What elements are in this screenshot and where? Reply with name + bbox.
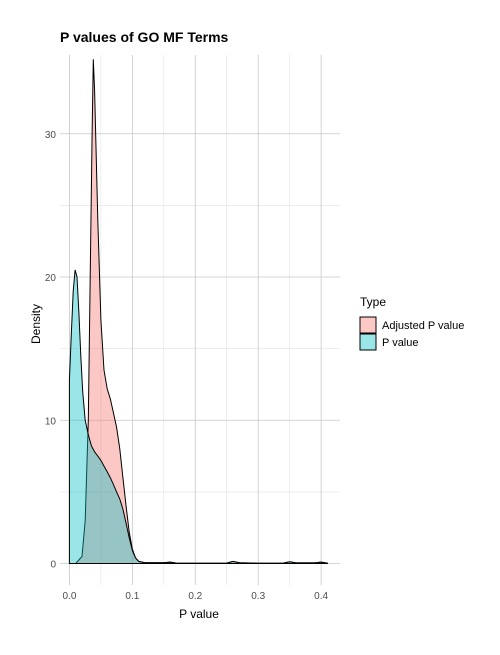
y-axis-ticks: 0 10 20 30 xyxy=(45,130,57,571)
y-tick-label: 30 xyxy=(45,130,57,141)
y-tick-label: 10 xyxy=(45,416,57,427)
chart-title: P values of GO MF Terms xyxy=(60,29,229,45)
legend: Type Adjusted P value P value xyxy=(359,295,464,351)
legend-items: Adjusted P value P value xyxy=(359,316,464,351)
y-axis-label: Density xyxy=(29,304,43,344)
x-tick-label: 0.0 xyxy=(62,591,76,602)
x-tick-label: 0.2 xyxy=(188,591,202,602)
y-tick-label: 0 xyxy=(50,560,56,571)
legend-key xyxy=(359,316,377,334)
x-tick-label: 0.3 xyxy=(251,591,265,602)
density-areas xyxy=(68,59,328,564)
legend-title: Type xyxy=(360,295,386,309)
y-tick-label: 20 xyxy=(45,273,57,284)
x-tick-label: 0.4 xyxy=(314,591,328,602)
density-area-p-value xyxy=(68,269,328,564)
x-axis-label: P value xyxy=(179,607,219,621)
x-axis-ticks: 0.0 0.1 0.2 0.3 0.4 xyxy=(62,591,328,602)
x-tick-label: 0.1 xyxy=(125,591,139,602)
legend-label: P value xyxy=(382,337,419,349)
legend-label: Adjusted P value xyxy=(382,320,464,332)
legend-key xyxy=(359,333,377,351)
